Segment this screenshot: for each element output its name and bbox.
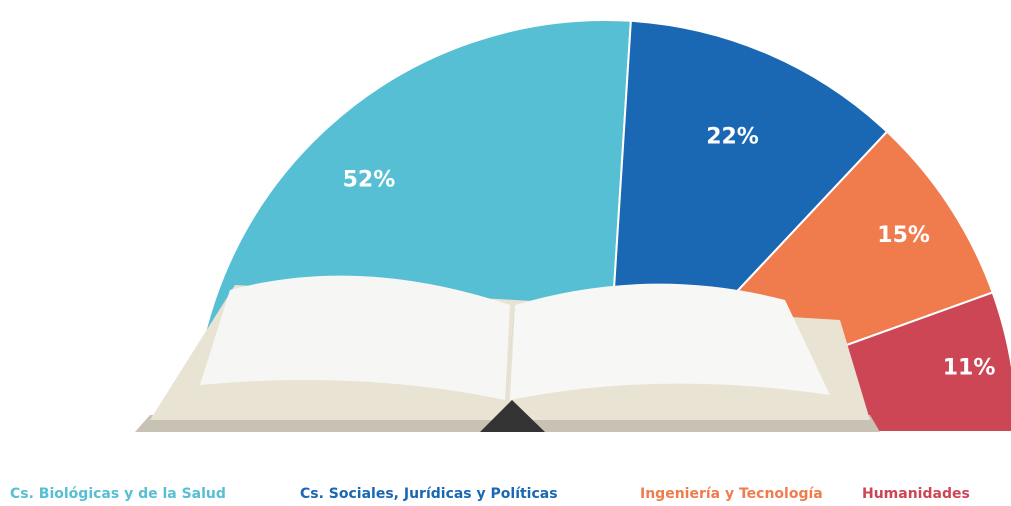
data-label: 22% (706, 124, 759, 149)
data-label: 52% (343, 168, 396, 193)
data-label: 15% (877, 223, 930, 248)
book-image (135, 275, 880, 432)
legend: Cs. Biológicas y de la Salud Cs. Sociales… (10, 486, 970, 502)
data-label: 11% (943, 355, 996, 380)
labels: 52% 22% 15% 11% (343, 124, 996, 380)
legend-entry: Humanidades (862, 486, 970, 502)
legend-entry: Cs. Sociales, Jurídicas y Políticas (300, 486, 558, 502)
legend-entry: Ingeniería y Tecnología (640, 486, 823, 502)
legend-entry: Cs. Biológicas y de la Salud (10, 486, 226, 502)
